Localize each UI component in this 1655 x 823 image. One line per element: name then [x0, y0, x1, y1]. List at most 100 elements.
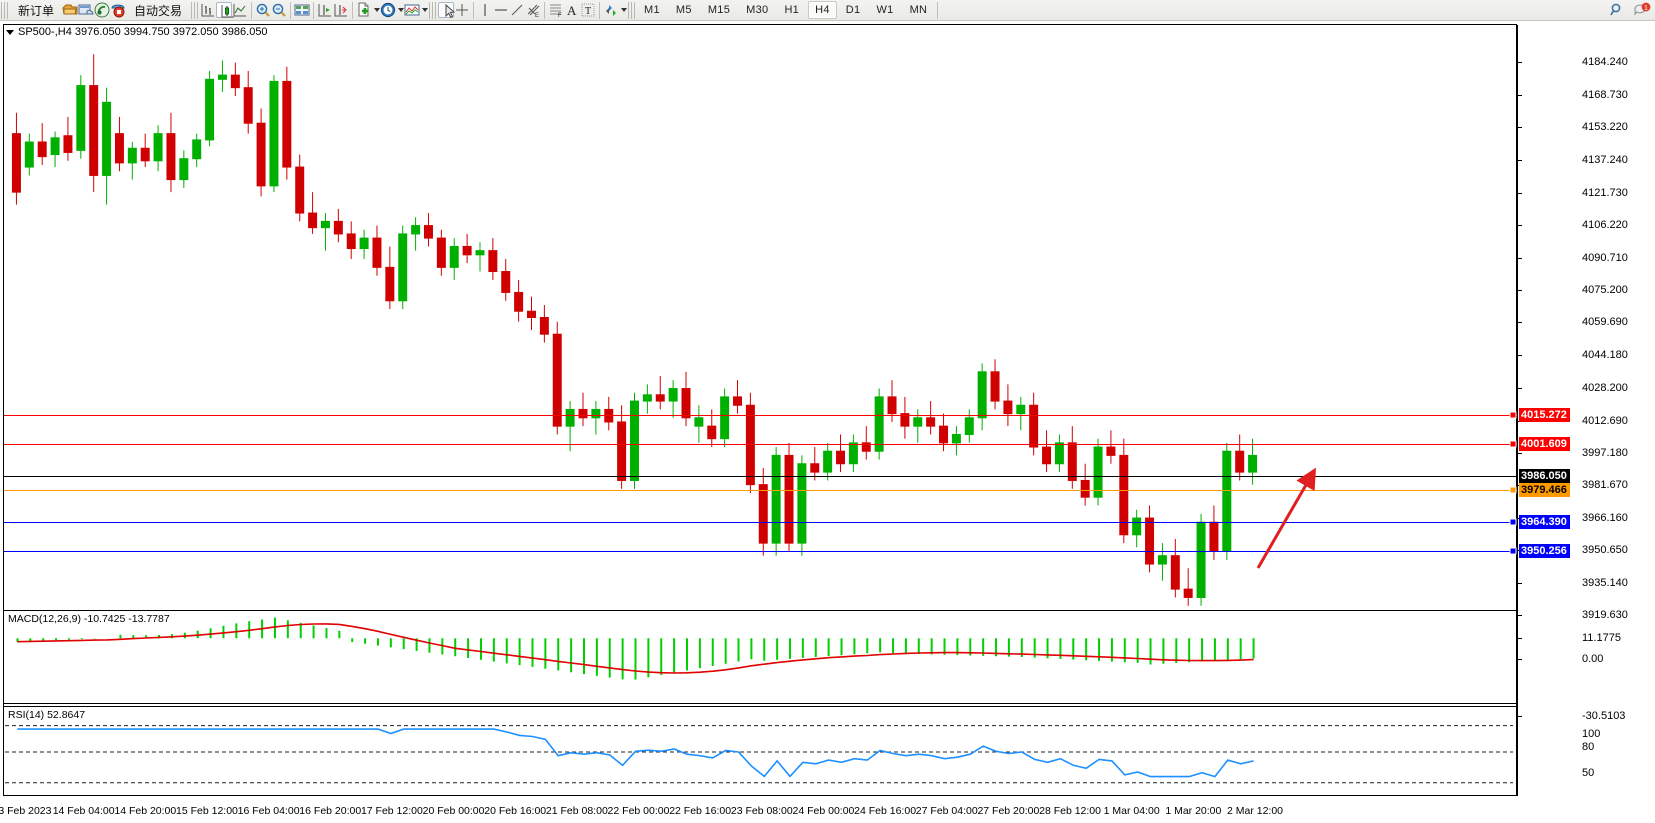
price-tick-mark [1517, 225, 1522, 227]
vertical-line-icon[interactable] [477, 2, 493, 18]
signal-icon[interactable] [94, 2, 110, 18]
price-level-label-resistance[interactable]: 4015.272 [1519, 408, 1570, 423]
price-level-handle[interactable] [1509, 547, 1517, 555]
macd-tick-label: 11.1775 [1582, 632, 1621, 645]
zoom-in-icon[interactable] [255, 2, 271, 18]
time-tick-label: 24 Feb 16:00 [854, 805, 917, 817]
bar-chart-icon[interactable] [200, 2, 216, 18]
macd-tick-mark [1517, 659, 1522, 661]
price-tick-label: 4153.220 [1582, 121, 1628, 134]
price-tick-mark [1517, 192, 1522, 194]
new-order-button[interactable]: 新订单 [10, 1, 62, 20]
time-tick-label: 27 Feb 20:00 [977, 805, 1040, 817]
price-tick-label: 4028.200 [1582, 382, 1628, 395]
time-tick-label: 1 Mar 20:00 [1165, 805, 1222, 817]
price-level-line-support[interactable] [4, 551, 1517, 553]
price-level-handle[interactable] [1509, 518, 1517, 526]
timeframe-mn[interactable]: MN [909, 4, 928, 16]
svg-text:A: A [567, 3, 577, 18]
main-toolbar: 新订单 自动交易 [0, 0, 1655, 21]
price-candlestick-series [11, 54, 1258, 606]
price-tick-mark [1517, 94, 1522, 96]
macd-series [16, 617, 1255, 680]
price-level-label-pivot[interactable]: 3979.466 [1519, 483, 1570, 498]
timeframe-h1[interactable]: H1 [784, 4, 800, 16]
price-tick-label: 3997.180 [1582, 447, 1628, 460]
chart-shift-icon[interactable] [317, 2, 333, 18]
price-tick-mark [1517, 322, 1522, 324]
cursor-arrow-icon[interactable] [438, 2, 456, 18]
data-window-icon[interactable] [294, 2, 310, 18]
macd-tick-mark [1517, 638, 1522, 640]
zoom-out-icon[interactable] [271, 2, 287, 18]
search-icon[interactable] [1609, 2, 1625, 18]
rsi-series [5, 725, 1513, 784]
equidistant-channel-icon[interactable]: E [525, 2, 541, 18]
auto-scroll-icon[interactable] [333, 2, 349, 18]
price-level-line-resistance[interactable] [4, 415, 1517, 417]
price-level-handle[interactable] [1509, 411, 1517, 419]
price-level-label-resistance[interactable]: 4001.609 [1519, 436, 1570, 451]
fibonacci-icon[interactable]: F [548, 2, 564, 18]
chart-collapse-icon[interactable] [6, 29, 14, 35]
new-chart-dropdown-caret[interactable] [374, 8, 381, 12]
timeframe-group: M1 M5 M15 M30 H1 H4 D1 W1 MN [637, 1, 934, 19]
rsi-panel[interactable] [3, 706, 1517, 796]
time-tick-label: 23 Feb 08:00 [730, 805, 793, 817]
price-level-label-support[interactable]: 3950.256 [1519, 544, 1570, 559]
price-level-line-support[interactable] [4, 521, 1517, 523]
symbol-header[interactable]: SP500-,H4 3976.050 3994.750 3972.050 398… [6, 26, 268, 38]
arrows-symbol-icon[interactable] [603, 2, 619, 18]
timeframe-m5[interactable]: M5 [675, 4, 692, 16]
up-trend-arrow-annotation[interactable] [1240, 456, 1360, 576]
crosshair-icon[interactable] [454, 2, 470, 18]
indicators-dropdown-caret[interactable] [422, 8, 429, 12]
new-chart-icon[interactable] [356, 2, 372, 18]
price-tick-mark [1517, 615, 1522, 617]
price-tick-label: 4044.180 [1582, 348, 1628, 361]
timeframe-m30[interactable]: M30 [746, 4, 769, 16]
price-level-line-resistance[interactable] [4, 443, 1517, 445]
notifications-icon[interactable]: 1 [1633, 2, 1651, 18]
rsi-tick-label: 50 [1582, 767, 1595, 779]
price-level-handle[interactable] [1509, 486, 1517, 494]
toolbar-grip-3[interactable] [429, 1, 437, 19]
timeframe-m15[interactable]: M15 [707, 4, 731, 16]
chart-container[interactable]: SP500-,H4 3976.050 3994.750 3972.050 398… [0, 21, 1655, 823]
time-tick-label: 20 Feb 16:00 [484, 805, 547, 817]
price-level-line-current-price[interactable] [4, 476, 1517, 478]
price-tick-mark [1517, 160, 1522, 162]
timeframe-m1[interactable]: M1 [644, 4, 660, 16]
text-box-icon[interactable]: T [580, 2, 596, 18]
timeframe-w1[interactable]: W1 [876, 4, 894, 16]
horizontal-line-icon[interactable] [493, 2, 509, 18]
toolbar-grip[interactable] [1, 1, 8, 19]
price-tick-label: 4059.690 [1582, 316, 1628, 329]
period-clock-icon[interactable] [380, 2, 396, 18]
price-level-label-current-price[interactable]: 3986.050 [1519, 469, 1570, 484]
toolbar-grip-2[interactable] [191, 1, 199, 19]
price-level-line-pivot[interactable] [4, 490, 1517, 492]
timeframe-h4[interactable]: H4 [808, 1, 837, 19]
macd-panel[interactable] [3, 610, 1517, 704]
price-tick-label: 4184.240 [1582, 56, 1628, 69]
autotrading-icon[interactable] [110, 2, 126, 18]
time-tick-label: 14 Feb 04:00 [52, 805, 115, 817]
toolbar-grip-4[interactable] [628, 1, 636, 19]
price-level-handle[interactable] [1509, 440, 1517, 448]
candlestick-chart-icon[interactable] [216, 2, 235, 18]
indicators-icon[interactable] [404, 2, 420, 18]
timeframe-d1[interactable]: D1 [845, 4, 861, 16]
price-level-label-support[interactable]: 3964.390 [1519, 514, 1570, 529]
trendline-icon[interactable] [509, 2, 525, 18]
arrows-dropdown-caret[interactable] [621, 8, 628, 12]
terminal-window-icon[interactable] [78, 2, 94, 18]
text-label-icon[interactable]: A [564, 2, 580, 18]
price-tick-label: 3981.670 [1582, 479, 1628, 492]
period-dropdown-caret[interactable] [398, 8, 405, 12]
line-chart-icon[interactable] [232, 2, 248, 18]
folder-icon[interactable] [62, 2, 78, 18]
price-tick-label: 4168.730 [1582, 88, 1628, 101]
autotrading-button[interactable]: 自动交易 [126, 1, 190, 20]
time-tick-label: 28 Feb 12:00 [1039, 805, 1101, 817]
